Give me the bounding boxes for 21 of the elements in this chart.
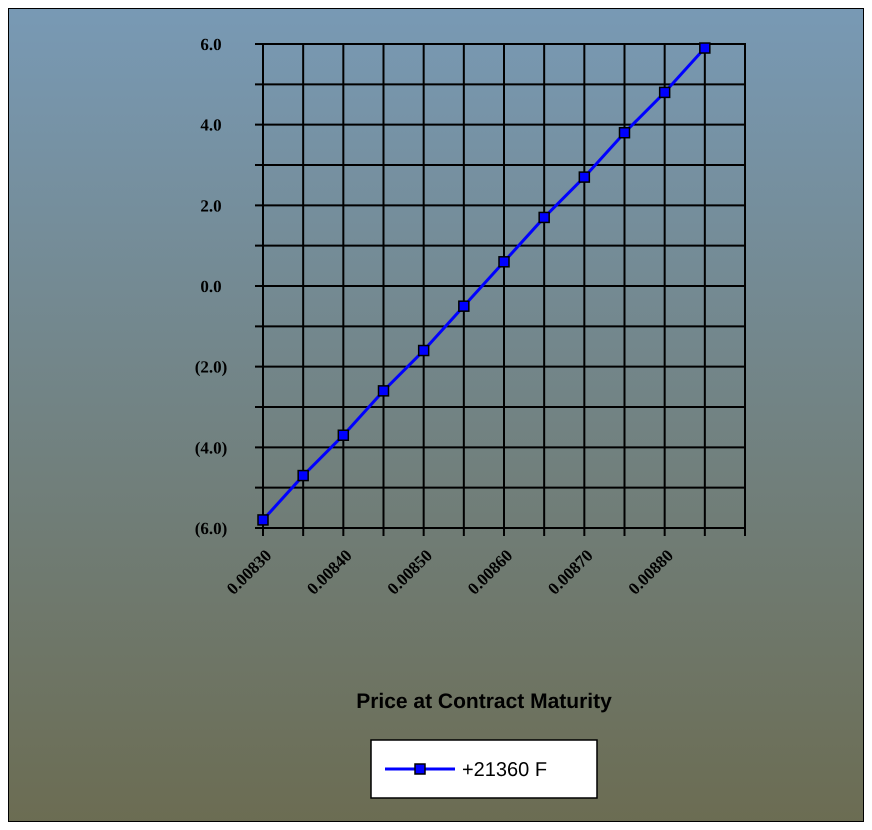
point [297, 470, 309, 482]
x-axis-title: Price at Contract Maturity [356, 690, 612, 713]
point [378, 385, 390, 397]
y-tick-label: 2.0 [200, 196, 222, 216]
point [418, 344, 430, 356]
point [699, 42, 711, 54]
y-tick-label: (2.0) [194, 358, 228, 377]
point [458, 300, 470, 312]
y-tick-label: 0.0 [200, 276, 222, 296]
y-tick-label: 6.0 [200, 34, 222, 54]
point [257, 514, 269, 526]
point [658, 86, 670, 98]
point [338, 429, 350, 441]
y-tick-label: 4.0 [200, 116, 222, 135]
point [538, 212, 550, 224]
point [618, 126, 630, 138]
point [498, 256, 510, 268]
legend-label: +21360 F [462, 759, 548, 781]
point [578, 171, 590, 183]
y-tick-label: (4.0) [194, 438, 228, 458]
y-tick-label: (6.0) [194, 518, 228, 538]
